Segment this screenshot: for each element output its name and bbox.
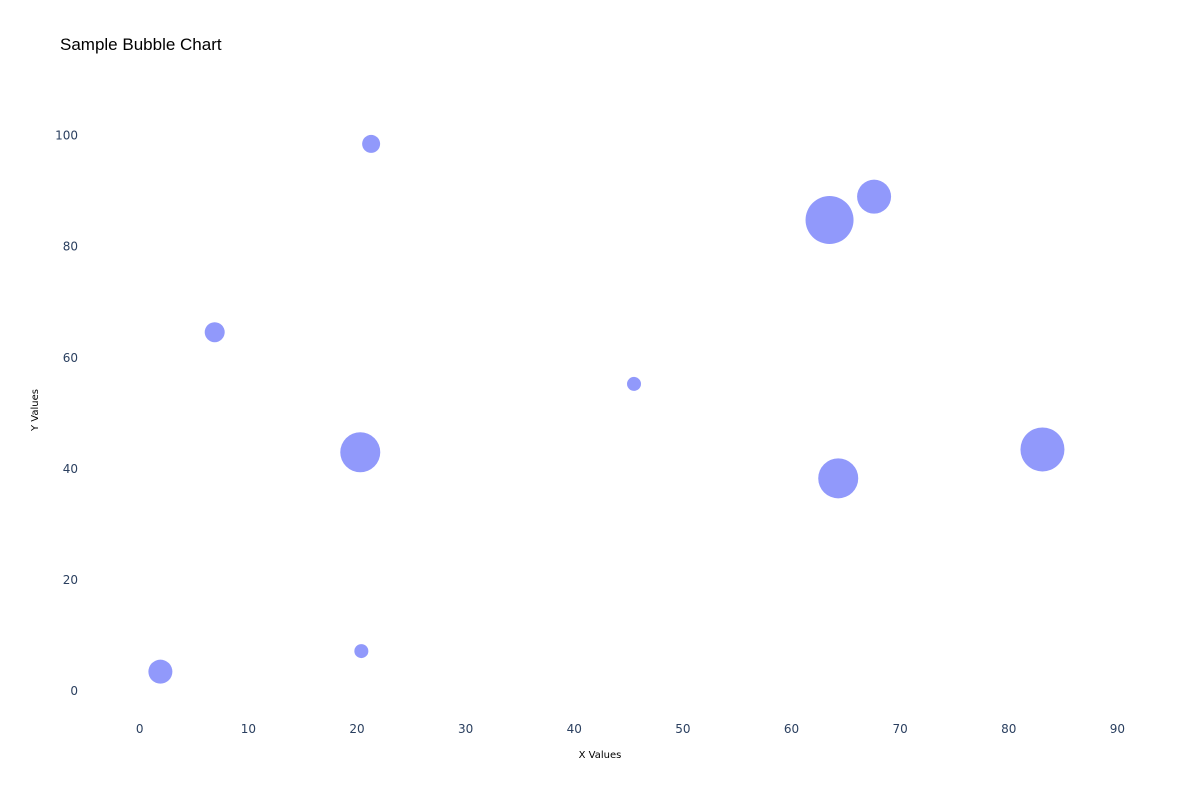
y-tick-label: 40 [63,462,78,476]
y-axis: 0 20 40 60 80 100 [55,129,78,699]
bubble-point[interactable] [148,659,173,684]
y-tick-label: 100 [55,129,78,143]
x-tick-label: 10 [241,722,256,736]
x-tick-label: 0 [136,722,144,736]
plot-area [148,134,1065,684]
y-tick-label: 0 [70,684,78,698]
bubble-point[interactable] [818,458,859,499]
x-tick-label: 20 [349,722,364,736]
x-tick-label: 40 [567,722,582,736]
x-tick-label: 50 [675,722,690,736]
x-tick-label: 90 [1110,722,1125,736]
bubble-point[interactable] [354,644,369,659]
y-tick-label: 20 [63,573,78,587]
x-axis: 0 10 20 30 40 50 60 70 80 90 [136,722,1125,736]
x-tick-label: 30 [458,722,473,736]
bubble-point[interactable] [627,376,642,391]
y-tick-label: 60 [63,351,78,365]
y-tick-label: 80 [63,240,78,254]
bubble-point[interactable] [1020,427,1065,472]
chart-title: Sample Bubble Chart [60,35,222,54]
bubble-point[interactable] [857,179,892,214]
y-axis-title: Y Values [30,389,41,432]
x-tick-label: 80 [1001,722,1016,736]
bubble-point[interactable] [204,322,225,343]
x-tick-label: 60 [784,722,799,736]
bubble-point[interactable] [805,196,854,244]
bubble-point[interactable] [362,134,381,153]
x-axis-title: X Values [579,750,622,761]
x-tick-label: 70 [893,722,908,736]
bubble-point[interactable] [340,432,381,473]
